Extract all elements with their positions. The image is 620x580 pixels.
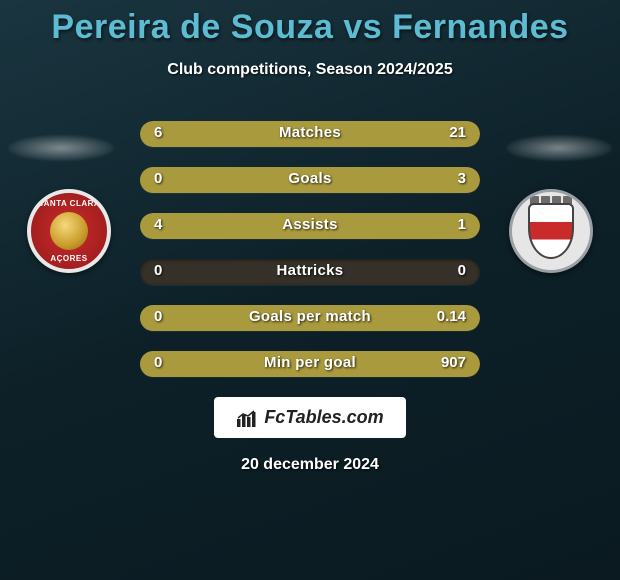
stat-row: 41Assists xyxy=(140,213,480,239)
stat-label: Matches xyxy=(140,124,480,141)
stat-label: Goals per match xyxy=(140,308,480,325)
comparison-panel: SANTA CLARA AÇORES 621Matches 03Goals 41As… xyxy=(0,109,620,389)
date-text: 20 december 2024 xyxy=(0,456,620,474)
club-badge-right xyxy=(509,189,593,273)
footer: FcTables.com xyxy=(0,397,620,438)
page-subtitle: Club competitions, Season 2024/2025 xyxy=(0,61,620,79)
badge-left-bottom-text: AÇORES xyxy=(31,254,107,263)
stat-row: 00Hattricks xyxy=(140,259,480,285)
footer-logo-text: FcTables.com xyxy=(264,407,383,427)
stat-label: Goals xyxy=(140,170,480,187)
club-badge-left: SANTA CLARA AÇORES xyxy=(27,189,111,273)
stat-row: 0907Min per goal xyxy=(140,351,480,377)
halo-right xyxy=(506,135,612,161)
stat-bars: 621Matches 03Goals 41Assists 00Hattricks 00.… xyxy=(140,109,480,377)
halo-left xyxy=(8,135,114,161)
stat-row: 621Matches xyxy=(140,121,480,147)
stat-row: 03Goals xyxy=(140,167,480,193)
stat-row: 00.14Goals per match xyxy=(140,305,480,331)
shield-icon xyxy=(528,203,574,259)
page-title: Pereira de Souza vs Fernandes xyxy=(0,0,620,47)
chart-icon xyxy=(236,409,258,427)
fctables-logo: FcTables.com xyxy=(214,397,405,438)
stat-label: Hattricks xyxy=(140,262,480,279)
santa-clara-icon: SANTA CLARA AÇORES xyxy=(27,189,111,273)
badge-left-top-text: SANTA CLARA xyxy=(31,199,107,208)
braga-icon xyxy=(509,189,593,273)
stat-label: Assists xyxy=(140,216,480,233)
stat-label: Min per goal xyxy=(140,354,480,371)
